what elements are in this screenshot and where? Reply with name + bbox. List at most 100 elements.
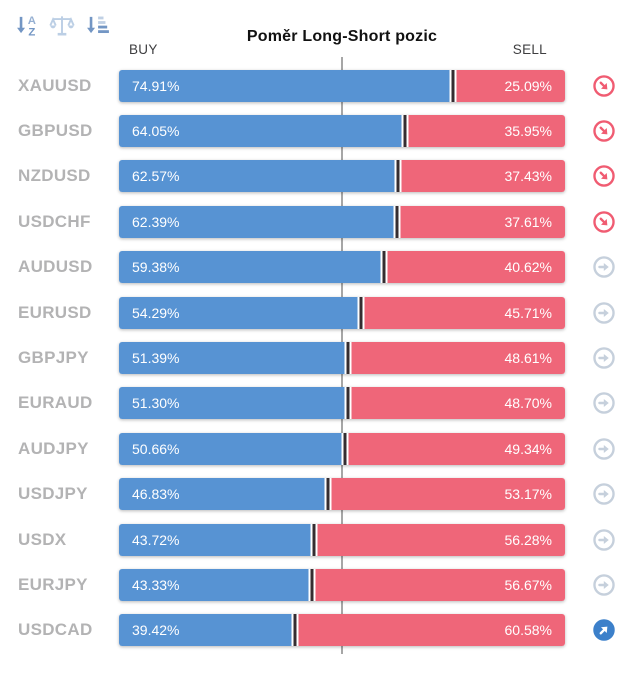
ratio-row: USDX 43.72% 56.28% <box>0 517 633 562</box>
sell-percent: 49.34% <box>504 440 552 457</box>
sell-bar: 48.61% <box>348 342 565 375</box>
sell-bar: 60.58% <box>294 614 565 647</box>
buy-bar: 51.30% <box>119 387 348 420</box>
svg-text:A: A <box>28 15 36 27</box>
buy-bar: 39.42% <box>119 614 295 647</box>
buy-percent: 43.33% <box>132 576 180 593</box>
sell-percent: 37.43% <box>504 168 552 185</box>
buy-bar: 59.38% <box>119 251 384 284</box>
sell-percent: 60.58% <box>504 622 552 639</box>
buy-percent: 54.29% <box>132 304 180 321</box>
symbol-label: USDJPY <box>18 484 88 504</box>
symbol-label: USDCHF <box>18 211 91 231</box>
ratio-row: AUDJPY 50.66% 49.34% <box>0 426 633 471</box>
trend-arrow-icon[interactable] <box>593 347 615 369</box>
sell-percent: 37.61% <box>504 213 552 230</box>
sort-amount-icon <box>87 16 109 34</box>
buy-bar: 46.83% <box>119 478 328 511</box>
symbol-label: USDCAD <box>18 620 93 640</box>
symbol-label: USDX <box>18 529 67 549</box>
ratio-bar: 62.39% 37.61% <box>119 205 565 238</box>
symbol-label: NZDUSD <box>18 166 91 186</box>
sell-bar: 37.61% <box>397 205 565 238</box>
ratio-row: EURAUD 51.30% 48.70% <box>0 381 633 426</box>
buy-percent: 62.39% <box>132 213 180 230</box>
buy-bar: 64.05% <box>119 115 405 148</box>
trend-arrow-icon[interactable] <box>593 528 615 551</box>
sell-percent: 45.71% <box>504 304 552 321</box>
ratio-bar: 64.05% 35.95% <box>119 115 565 148</box>
ratio-bar: 43.72% 56.28% <box>119 523 565 556</box>
buy-bar: 50.66% <box>119 432 345 465</box>
trend-arrow-icon[interactable] <box>593 211 615 233</box>
bar-divider <box>380 251 388 284</box>
sell-bar: 35.95% <box>404 115 565 148</box>
sell-bar: 56.28% <box>314 523 565 556</box>
buy-bar: 62.39% <box>119 205 398 238</box>
bar-divider <box>344 342 352 375</box>
trend-arrow-icon[interactable] <box>593 256 615 278</box>
trend-arrow-icon[interactable] <box>593 392 615 415</box>
symbol-label: EURUSD <box>18 302 92 322</box>
sell-percent: 25.09% <box>504 77 552 94</box>
buy-percent: 43.72% <box>132 531 180 548</box>
bar-divider <box>449 69 457 102</box>
ratio-bar: 51.39% 48.61% <box>119 342 565 375</box>
buy-bar: 43.33% <box>119 568 313 601</box>
bar-divider <box>344 387 352 420</box>
trend-arrow-icon[interactable] <box>593 619 615 642</box>
sell-bar: 53.17% <box>327 478 565 511</box>
trend-arrow-icon[interactable] <box>593 438 615 460</box>
trend-arrow-icon[interactable] <box>593 483 615 505</box>
ratio-row: NZDUSD 62.57% 37.43% <box>0 154 633 199</box>
trend-arrow-icon[interactable] <box>593 165 615 188</box>
buy-percent: 51.39% <box>132 350 180 367</box>
sell-bar: 37.43% <box>398 160 565 193</box>
buy-percent: 64.05% <box>132 123 180 140</box>
ratio-row: XAUUSD 74.91% 25.09% <box>0 63 633 108</box>
ratio-row: GBPJPY 51.39% 48.61% <box>0 335 633 380</box>
buy-bar: 62.57% <box>119 160 399 193</box>
ratio-row: GBPUSD 64.05% 35.95% <box>0 108 633 153</box>
sort-amount-button[interactable] <box>83 11 111 39</box>
trend-arrow-icon[interactable] <box>593 120 615 142</box>
ratio-row: EURJPY 43.33% 56.67% <box>0 562 633 607</box>
trend-arrow-icon[interactable] <box>593 301 615 324</box>
scales-balance-button[interactable] <box>48 11 76 39</box>
sell-percent: 35.95% <box>504 123 552 140</box>
ratio-bar: 62.57% 37.43% <box>119 160 565 193</box>
sell-bar: 25.09% <box>453 69 565 102</box>
sell-bar: 56.67% <box>312 568 565 601</box>
scales-balance-icon <box>49 16 75 36</box>
ratio-bar: 74.91% 25.09% <box>119 69 565 102</box>
bar-divider <box>324 478 332 511</box>
bar-divider <box>393 205 401 238</box>
sell-percent: 56.28% <box>504 531 552 548</box>
sell-bar: 40.62% <box>383 251 565 284</box>
sort-toolbar: A Z <box>13 11 111 39</box>
buy-bar: 74.91% <box>119 69 454 102</box>
bar-divider <box>357 296 365 329</box>
buy-percent: 46.83% <box>132 486 180 503</box>
buy-column-header: BUY <box>129 42 158 57</box>
svg-text:Z: Z <box>28 26 35 38</box>
sell-bar: 49.34% <box>344 432 565 465</box>
symbol-label: XAUUSD <box>18 75 92 95</box>
sell-column-header: SELL <box>512 42 547 57</box>
trend-arrow-icon[interactable] <box>593 74 615 97</box>
ratio-row: AUDUSD 59.38% 40.62% <box>0 245 633 290</box>
buy-bar: 54.29% <box>119 296 362 329</box>
bar-divider <box>341 432 349 465</box>
ratio-bar: 54.29% 45.71% <box>119 296 565 329</box>
ratio-bar: 43.33% 56.67% <box>119 568 565 601</box>
symbol-label: EURJPY <box>18 574 88 594</box>
ratio-row: USDCHF 62.39% 37.61% <box>0 199 633 244</box>
sort-alphabetical-button[interactable]: A Z <box>13 11 41 39</box>
symbol-label: GBPUSD <box>18 121 93 141</box>
trend-arrow-icon[interactable] <box>593 574 615 596</box>
buy-percent: 51.30% <box>132 395 180 412</box>
symbol-label: GBPJPY <box>18 348 89 368</box>
buy-bar: 51.39% <box>119 342 349 375</box>
ratio-row: EURUSD 54.29% 45.71% <box>0 290 633 335</box>
